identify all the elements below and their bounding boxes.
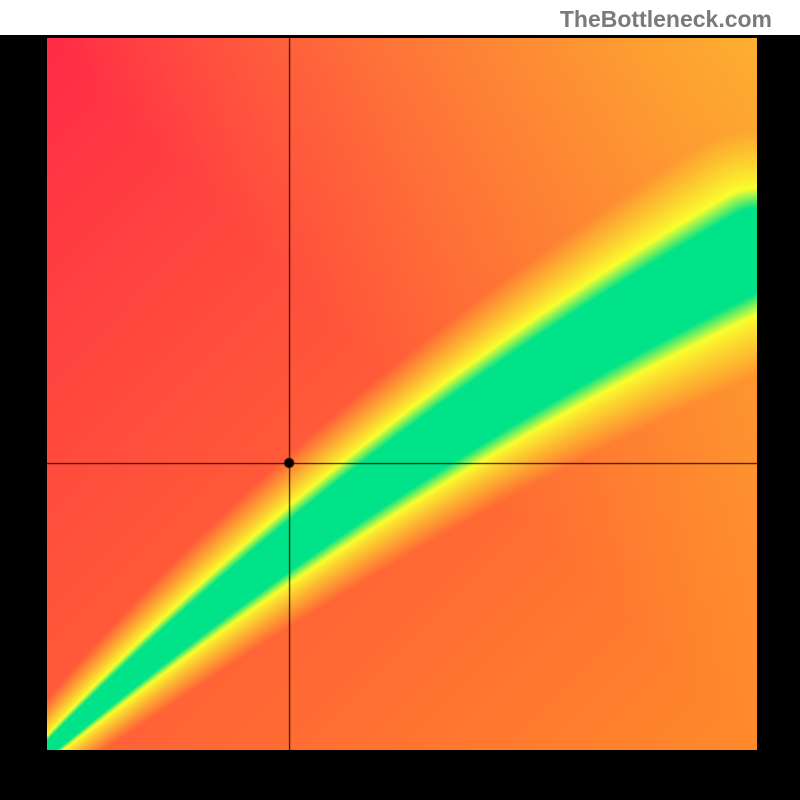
plot-outer-frame: [0, 35, 800, 800]
bottleneck-heatmap: [47, 38, 757, 750]
watermark-text: TheBottleneck.com: [560, 6, 772, 33]
